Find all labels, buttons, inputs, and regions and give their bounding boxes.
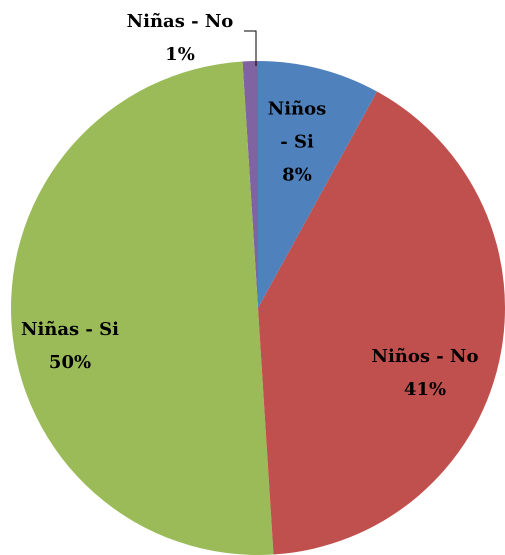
- data-label: Niños - Si 8%: [262, 93, 332, 192]
- label-value: 1%: [165, 44, 195, 65]
- leader-line: [244, 30, 257, 66]
- pie-slice: [242, 61, 258, 308]
- label-name: Niñas - No: [126, 11, 234, 32]
- data-label: Niños - No 41%: [325, 340, 505, 406]
- label-value: 41%: [403, 379, 447, 400]
- data-label: Niñas - No 1%: [80, 5, 280, 71]
- label-name: Niños - Si: [267, 98, 327, 153]
- label-name: Niños - No: [371, 346, 479, 367]
- label-value: 8%: [282, 164, 312, 186]
- pie-slice: [11, 61, 274, 555]
- label-name: Niñas - Si: [20, 319, 119, 340]
- pie-slice: [258, 61, 377, 308]
- pie-slice: [258, 91, 505, 555]
- label-value: 50%: [48, 352, 92, 373]
- data-label: Niñas - Si 50%: [0, 313, 170, 379]
